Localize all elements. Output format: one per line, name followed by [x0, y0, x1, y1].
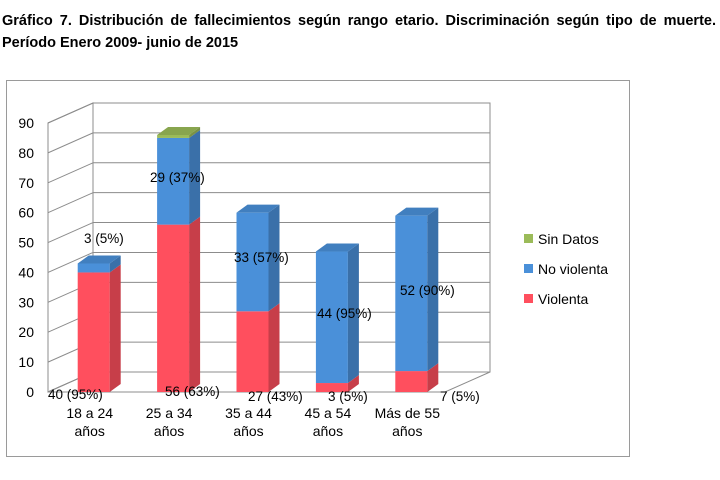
y-tick-label: 70	[18, 175, 34, 191]
bar-sin-datos-top	[157, 126, 201, 135]
y-tick-label: 60	[18, 205, 34, 221]
gridline-side	[47, 192, 94, 214]
bar-no-violenta	[236, 212, 269, 312]
legend-swatch	[524, 234, 533, 243]
bar-sin-datos-side	[189, 126, 201, 138]
bar-no-violenta	[395, 215, 428, 372]
y-tick-label: 80	[18, 145, 34, 161]
y-tick-label: 40	[18, 264, 34, 280]
legend-label: No violenta	[538, 261, 608, 277]
bar-no-violenta	[77, 263, 110, 273]
bar-violenta	[157, 224, 190, 392]
gridline-side	[47, 102, 94, 124]
x-tick-label: años	[75, 423, 105, 439]
y-tick-label: 50	[18, 235, 34, 251]
y-tick-label: 90	[18, 115, 34, 131]
x-tick-label: Más de 55	[375, 405, 441, 421]
bar-violenta	[395, 371, 428, 392]
bar-violenta-side	[268, 303, 280, 392]
x-tick-label: años	[154, 423, 184, 439]
y-tick-label: 10	[18, 354, 34, 370]
data-label-no-violenta: 52 (90%)	[400, 283, 455, 298]
legend-label: Violenta	[538, 291, 589, 307]
bar-sin-datos	[157, 134, 190, 138]
data-label-no-violenta: 29 (37%)	[150, 170, 205, 185]
bar-violenta-side	[109, 264, 121, 392]
y-tick-label: 20	[18, 324, 34, 340]
bar-violenta	[315, 383, 348, 392]
x-tick-label: años	[233, 423, 263, 439]
bar-no-violenta	[157, 137, 190, 225]
y-tick-label: 30	[18, 294, 34, 310]
x-tick-label: 25 a 34	[146, 405, 193, 421]
data-label-violenta: 27 (43%)	[248, 389, 303, 404]
gridline-side	[47, 132, 94, 154]
data-label-violenta: 40 (95%)	[48, 387, 103, 402]
data-label-no-violenta: 3 (5%)	[84, 231, 124, 246]
chart-title: Gráfico 7. Distribución de fallecimiento…	[2, 13, 716, 51]
bar-no-violenta-top	[77, 255, 121, 264]
x-tick-label: años	[313, 423, 343, 439]
bar-no-violenta-side	[109, 255, 121, 273]
bar-violenta	[77, 272, 110, 392]
bar-no-violenta	[315, 251, 348, 384]
data-label-no-violenta: 44 (95%)	[317, 306, 372, 321]
x-tick-label: 18 a 24	[66, 405, 113, 421]
x-tick-label: 35 a 44	[225, 405, 272, 421]
gridline-side	[47, 251, 94, 273]
bar-no-violenta-side	[268, 204, 280, 312]
bar-no-violenta-top	[236, 204, 280, 213]
bar-no-violenta-top	[315, 243, 359, 252]
bar-no-violenta-top	[395, 207, 439, 216]
y-tick-label: 0	[26, 384, 34, 400]
legend-swatch	[524, 264, 533, 273]
gridline-side	[47, 222, 94, 244]
x-tick-label: años	[392, 423, 422, 439]
data-label-violenta: 56 (63%)	[165, 384, 220, 399]
bar-no-violenta-side	[189, 129, 201, 225]
data-label-violenta: 3 (5%)	[328, 389, 368, 404]
bar-violenta-side	[427, 363, 439, 392]
data-label-violenta: 7 (5%)	[440, 389, 480, 404]
gridline-side	[47, 162, 94, 184]
bar-no-violenta-side	[427, 207, 439, 372]
bar-violenta	[236, 311, 269, 392]
bar-no-violenta-side	[347, 243, 359, 384]
data-label-no-violenta: 33 (57%)	[234, 250, 289, 265]
legend-label: Sin Datos	[538, 231, 599, 247]
bar-violenta-side	[347, 375, 359, 392]
legend-swatch	[524, 294, 533, 303]
bar-violenta-side	[189, 216, 201, 392]
x-tick-label: 45 a 54	[305, 405, 352, 421]
